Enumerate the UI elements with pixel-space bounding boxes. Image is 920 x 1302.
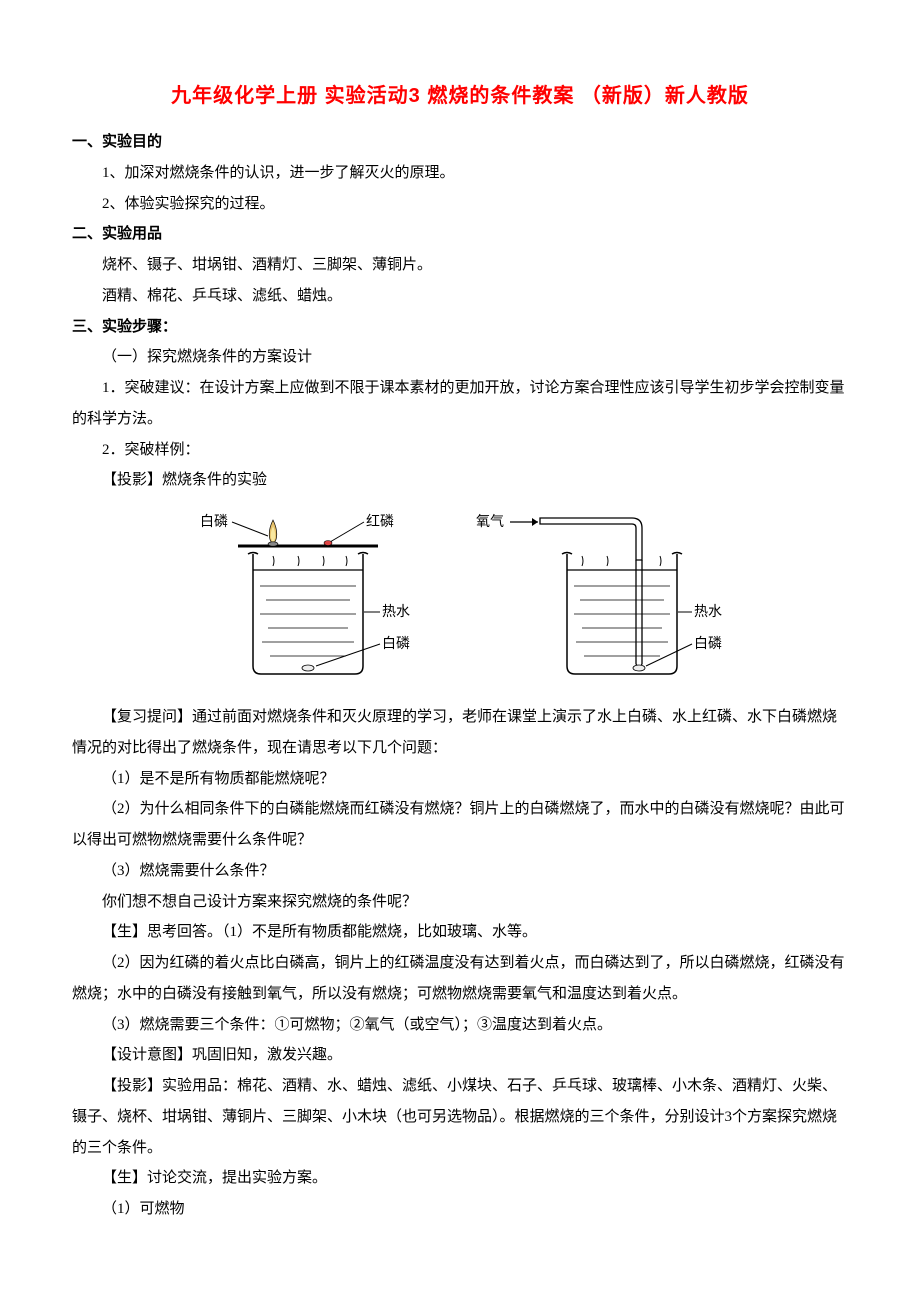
- s3-q2: （2）为什么相同条件下的白磷能燃烧而红磷没有燃烧？铜片上的白磷燃烧了，而水中的白…: [72, 794, 848, 856]
- label-bailin-bottom-l: 白磷: [382, 636, 410, 652]
- s3-p8: （3）燃烧需要三个条件：①可燃物；②氧气（或空气）；③温度达到着火点。: [72, 1010, 848, 1041]
- section-1-head: 一、实验目的: [72, 127, 848, 158]
- s2-p1: 烧杯、镊子、坩埚钳、酒精灯、三脚架、薄铜片。: [72, 250, 848, 281]
- s3-sub1: （一）探究燃烧条件的方案设计: [72, 342, 848, 373]
- s3-p1: 1．突破建议：在设计方案上应做到不限于课本素材的更加开放，讨论方案合理性应该引导…: [72, 373, 848, 435]
- label-honglin: 红磷: [366, 514, 394, 530]
- page-title: 九年级化学上册 实验活动3 燃烧的条件教案 （新版）新人教版: [72, 76, 848, 117]
- s3-p7: （2）因为红磷的着火点比白磷高，铜片上的红磷温度没有达到着火点，而白磷达到了，所…: [72, 948, 848, 1010]
- s3-p2: 2．突破样例：: [72, 435, 848, 466]
- diagram-right: 氧气 热水 白磷: [472, 506, 732, 686]
- s3-p4: 【复习提问】通过前面对燃烧条件和灭火原理的学习，老师在课堂上演示了水上白磷、水上…: [72, 702, 848, 764]
- s3-p9: 【设计意图】巩固旧知，激发兴趣。: [72, 1040, 848, 1071]
- s1-p1: 1、加深对燃烧条件的认识，进一步了解灭火的原理。: [72, 158, 848, 189]
- section-2: 二、实验用品 烧杯、镊子、坩埚钳、酒精灯、三脚架、薄铜片。 酒精、棉花、乒乓球、…: [72, 219, 848, 311]
- label-reshui-l: 热水: [382, 604, 410, 620]
- s1-p2: 2、体验实验探究的过程。: [72, 189, 848, 220]
- s3-p5: 你们想不想自己设计方案来探究燃烧的条件呢？: [72, 887, 848, 918]
- section-3: 三、实验步骤： （一）探究燃烧条件的方案设计 1．突破建议：在设计方案上应做到不…: [72, 312, 848, 497]
- s3-p3: 【投影】燃烧条件的实验: [72, 465, 848, 496]
- s2-p2: 酒精、棉花、乒乓球、滤纸、蜡烛。: [72, 281, 848, 312]
- section-1: 一、实验目的 1、加深对燃烧条件的认识，进一步了解灭火的原理。 2、体验实验探究…: [72, 127, 848, 219]
- section-3-head: 三、实验步骤：: [72, 312, 848, 343]
- diagram: 白磷 红磷 热水 白磷: [72, 506, 848, 686]
- label-bailin-bottom-r: 白磷: [694, 636, 722, 652]
- s3-q3: （3）燃烧需要什么条件？: [72, 856, 848, 887]
- s3-p12: （1）可燃物: [72, 1194, 848, 1225]
- label-yangqi: 氧气: [476, 514, 504, 530]
- s3-q1: （1）是不是所有物质都能燃烧呢？: [72, 764, 848, 795]
- s3-p10: 【投影】实验用品：棉花、酒精、水、蜡烛、滤纸、小煤块、石子、乒乓球、玻璃棒、小木…: [72, 1071, 848, 1163]
- section-3b: 【复习提问】通过前面对燃烧条件和灭火原理的学习，老师在课堂上演示了水上白磷、水上…: [72, 702, 848, 1225]
- label-bailin-top: 白磷: [200, 514, 228, 530]
- s3-p11: 【生】讨论交流，提出实验方案。: [72, 1163, 848, 1194]
- s3-p6: 【生】思考回答。（1）不是所有物质都能燃烧，比如玻璃、水等。: [72, 917, 848, 948]
- section-2-head: 二、实验用品: [72, 219, 848, 250]
- diagram-left: 白磷 红磷 热水 白磷: [188, 506, 428, 686]
- label-reshui-r: 热水: [694, 604, 722, 620]
